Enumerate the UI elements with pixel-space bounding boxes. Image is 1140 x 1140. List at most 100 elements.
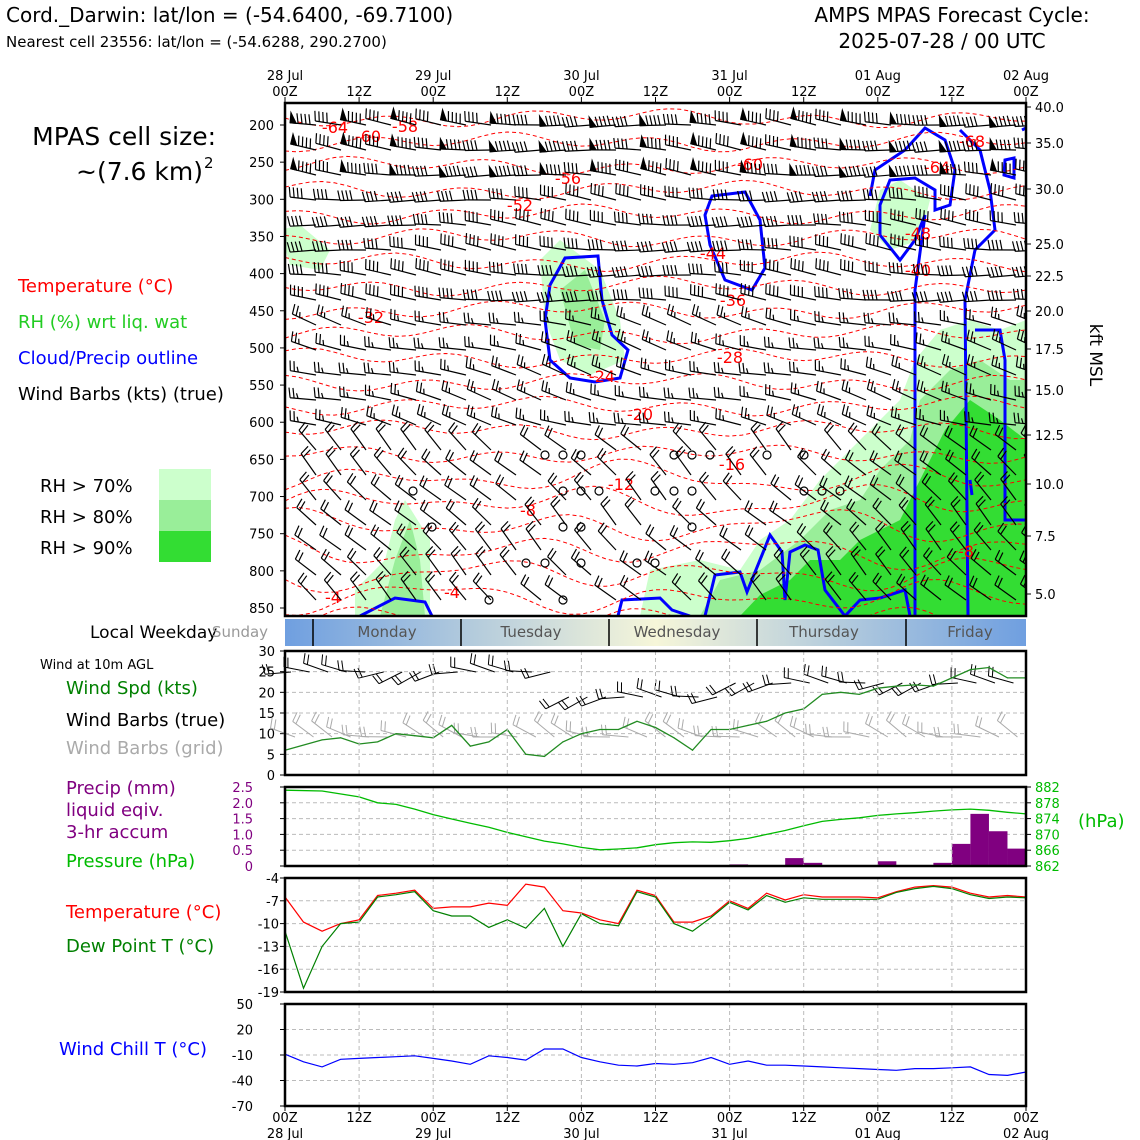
upper-wind-barb <box>515 407 542 426</box>
calm-marker <box>540 450 550 460</box>
upper-wind-barb <box>515 332 542 351</box>
upper-wind-barb <box>645 524 667 551</box>
upper-wind-barb <box>719 525 742 551</box>
upper-wind-barb <box>474 521 492 551</box>
calm-marker <box>558 595 568 605</box>
upper-wind-barb <box>450 545 467 576</box>
upper-wind-barb <box>864 260 892 276</box>
upper-wind-barb <box>712 240 742 252</box>
upper-wind-barb <box>620 424 642 451</box>
upper-wind-barb <box>862 289 892 301</box>
upper-wind-barb <box>961 290 992 303</box>
upper-wind-barb <box>561 265 592 278</box>
upper-wind-barb <box>666 330 692 351</box>
upper-wind-barb <box>863 111 892 126</box>
upper-wind-barb <box>765 108 792 126</box>
upper-wind-barb <box>896 573 917 601</box>
upper-wind-barb <box>863 312 892 326</box>
grid-wind-barb <box>581 726 610 738</box>
calm-marker <box>594 486 604 496</box>
upper-wind-barb <box>544 575 567 601</box>
true-wind-barb <box>705 682 736 696</box>
upper-wind-barb <box>539 235 567 251</box>
upper-wind-barb <box>512 165 542 177</box>
upper-wind-barb <box>487 290 517 302</box>
upper-wind-barb <box>421 448 442 476</box>
chill-y-tick-label: 50 <box>236 998 253 1013</box>
upper-wind-barb <box>636 241 667 253</box>
upper-wind-barb <box>938 139 967 153</box>
wind-y-tick-label: 30 <box>258 645 275 660</box>
cell-size-title: MPAS cell size: <box>32 122 216 151</box>
wind-speed-point <box>766 720 768 722</box>
upper-wind-barb <box>765 307 792 326</box>
upper-wind-barb <box>875 521 892 551</box>
temperature-contour-label: -4 <box>444 583 460 602</box>
wind-speed-point <box>988 666 990 669</box>
true-wind-barb <box>853 679 884 691</box>
upper-wind-barb <box>872 497 892 526</box>
upper-wind-barb <box>448 422 467 451</box>
upper-wind-barb <box>937 265 967 277</box>
upper-wind-barb <box>286 241 317 253</box>
upper-wind-barb <box>570 448 592 476</box>
grid-wind-barb <box>550 713 574 738</box>
weekday-label-friday: Friday <box>947 623 993 641</box>
upper-wind-barb <box>947 472 967 501</box>
temperature-contour-label: -24 <box>589 367 615 386</box>
wind-speed-label: Wind Spd (kts) <box>66 678 198 699</box>
pressure-tick-label: 700 <box>249 491 274 506</box>
upper-wind-barb <box>313 387 342 401</box>
top-hour-label: 12Z <box>643 85 669 100</box>
upper-wind-barb <box>415 258 442 276</box>
upper-wind-barb <box>690 131 717 151</box>
upper-wind-barb <box>650 470 667 501</box>
upper-wind-barb <box>761 215 792 228</box>
true-wind-barb <box>538 696 570 710</box>
pressure-tick-label: 650 <box>249 453 274 468</box>
top-hour-label: 00Z <box>272 85 298 100</box>
true-wind-barb <box>337 660 366 673</box>
upper-wind-barb <box>740 406 767 426</box>
upper-wind-barb <box>675 446 692 476</box>
upper-wind-barb <box>290 331 317 351</box>
upper-wind-barb <box>624 496 642 526</box>
calm-marker <box>521 558 531 568</box>
upper-wind-barb <box>337 239 367 251</box>
upper-wind-barb <box>915 332 942 351</box>
upper-wind-barb <box>388 361 417 376</box>
upper-wind-barb <box>439 136 467 151</box>
upper-wind-barb <box>475 546 492 576</box>
upper-wind-barb <box>397 447 417 476</box>
upper-wind-barb <box>965 382 992 401</box>
station-title: Cord._Darwin: lat/lon = (-54.6400, -69.7… <box>6 3 453 27</box>
true-wind-barb <box>261 663 292 675</box>
upper-wind-barb <box>699 471 717 501</box>
altitude-tick-label: 12.5 <box>1035 429 1064 444</box>
upper-wind-barb <box>888 187 917 201</box>
upper-wind-barb <box>444 475 467 501</box>
upper-wind-barb <box>461 166 492 178</box>
upper-wind-barb <box>294 525 317 551</box>
weekday-label-sunday: Sunday <box>212 623 268 641</box>
upper-wind-barb <box>840 233 867 251</box>
upper-wind-barb <box>715 283 742 301</box>
upper-wind-barb <box>288 387 317 401</box>
upper-wind-barb <box>813 137 842 151</box>
upper-wind-barb <box>515 234 542 251</box>
upper-wind-barb <box>911 291 942 303</box>
upper-wind-barb <box>939 236 967 251</box>
upper-wind-barb <box>939 161 967 176</box>
upper-wind-barb <box>813 213 842 226</box>
upper-wind-barb <box>866 405 892 426</box>
wind-speed-point <box>691 749 694 751</box>
upper-wind-barb <box>848 571 867 601</box>
wind-speed-point <box>858 693 860 696</box>
upper-wind-barb <box>319 525 342 551</box>
upper-wind-barb <box>895 424 917 451</box>
true-wind-barb <box>353 667 384 679</box>
upper-wind-barb <box>389 133 417 151</box>
upper-wind-barb <box>988 115 1017 128</box>
temp-y-tick-label: -10 <box>258 918 279 933</box>
upper-wind-barb <box>749 446 767 476</box>
